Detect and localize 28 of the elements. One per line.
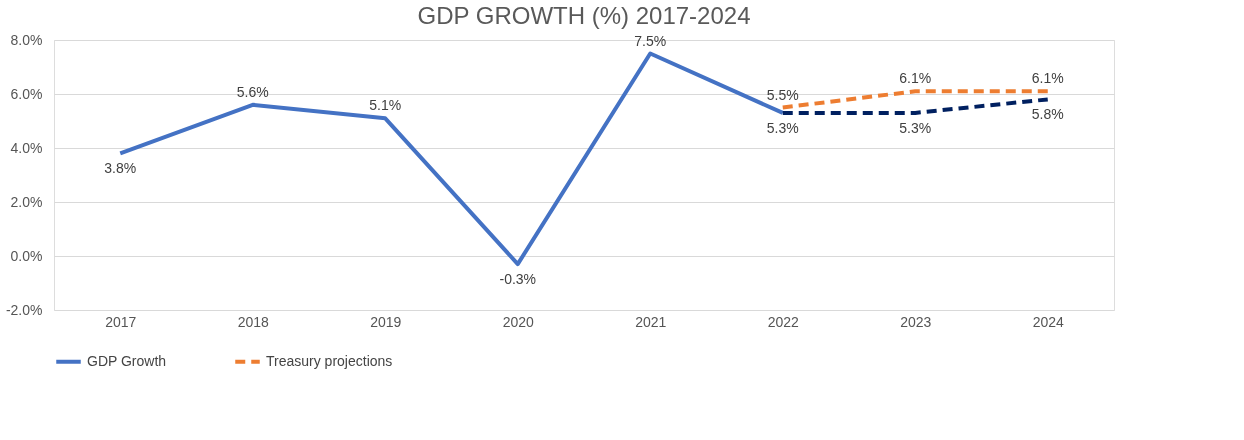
data-label: 5.3%	[766, 119, 799, 136]
x-tick-label: 2021	[635, 313, 667, 330]
x-tick-label: 2024	[1032, 313, 1065, 330]
data-label: 6.1%	[1031, 70, 1064, 87]
legend-label: GDP Growth	[87, 352, 167, 369]
data-label: 5.6%	[236, 83, 269, 100]
legend-label: Treasury projections	[266, 352, 393, 369]
y-tick-label: 4.0%	[10, 139, 43, 156]
data-label: 5.5%	[766, 86, 799, 103]
y-tick-label: 8.0%	[10, 31, 43, 48]
y-tick-label: -2.0%	[5, 301, 43, 318]
x-tick-label: 2022	[767, 313, 800, 330]
data-label: -0.3%	[499, 271, 537, 288]
x-tick-label: 2020	[502, 313, 535, 330]
data-label: 5.1%	[369, 97, 402, 114]
x-tick-label: 2023	[900, 313, 932, 330]
y-tick-label: 2.0%	[10, 193, 43, 210]
y-tick-label: 0.0%	[10, 247, 43, 264]
y-tick-label: 6.0%	[10, 85, 43, 102]
data-label: 7.5%	[634, 32, 667, 49]
x-tick-label: 2018	[237, 313, 270, 330]
x-tick-label: 2017	[105, 313, 137, 330]
data-label: 3.8%	[104, 160, 137, 177]
data-label: 5.3%	[899, 119, 932, 136]
data-label: 6.1%	[899, 70, 932, 87]
chart-title: GDP GROWTH (%) 2017-2024	[417, 2, 751, 29]
data-label: 5.8%	[1031, 106, 1064, 123]
x-tick-label: 2019	[370, 313, 402, 330]
